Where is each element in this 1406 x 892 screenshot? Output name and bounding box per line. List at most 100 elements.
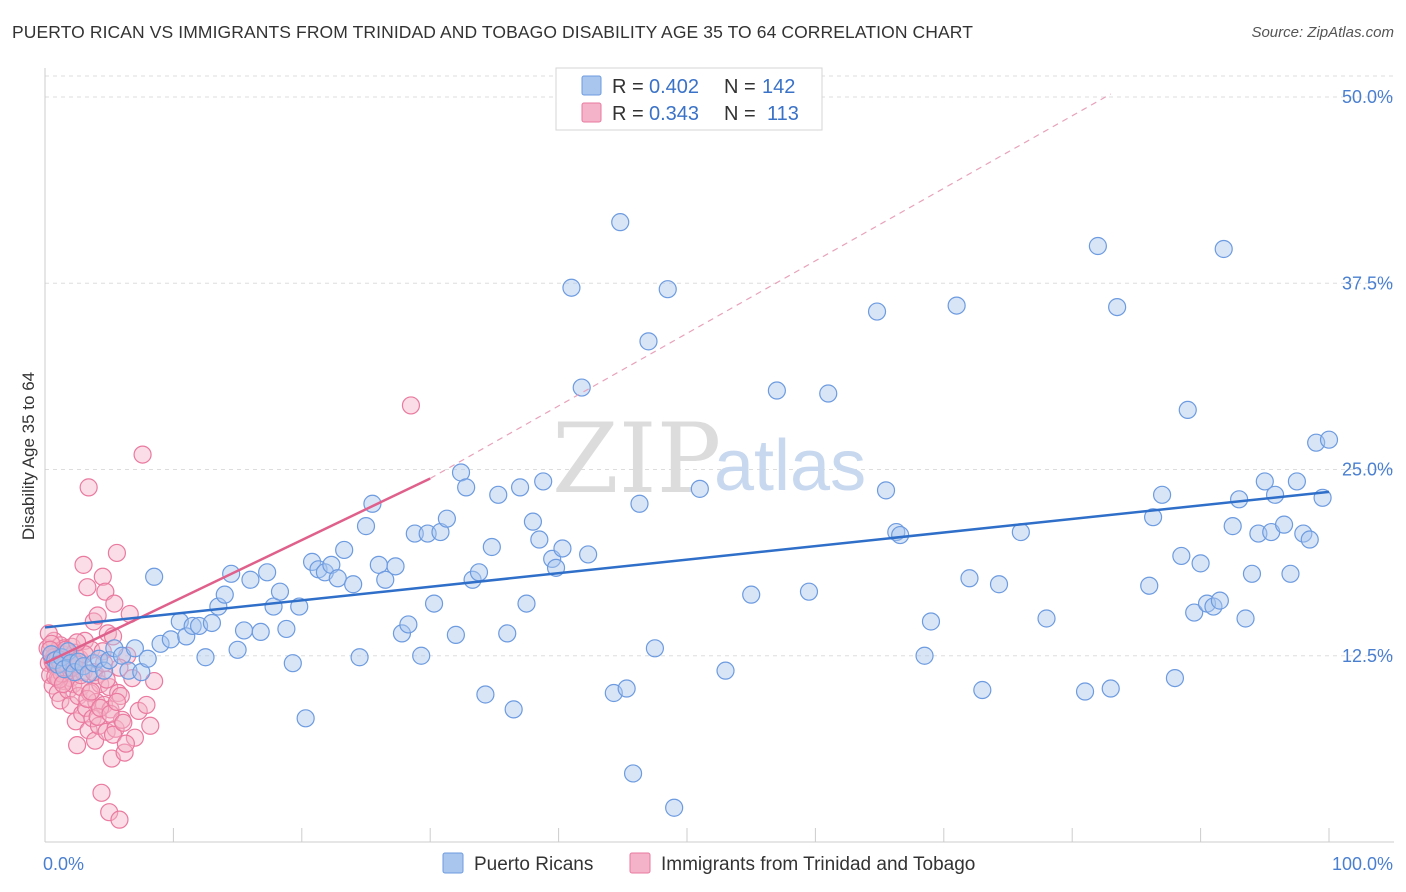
blue-point-34 [234, 621, 254, 640]
pink-point-110 [53, 674, 73, 694]
blue-trend-line [44, 490, 1330, 629]
y-tick-labels: 12.5% 25.0% 37.5% 50.0% [1342, 87, 1393, 666]
blue-point-96 [716, 661, 735, 680]
pink-point-76 [137, 695, 156, 715]
trend-lines [44, 93, 1330, 665]
blue-point-144 [1319, 430, 1339, 449]
blue-point-60 [412, 646, 431, 665]
blue-point-75 [510, 478, 530, 497]
blue-point-79 [534, 472, 553, 491]
blue-point-127 [1210, 591, 1229, 610]
blue-point-84 [572, 378, 591, 397]
blue-point-98 [767, 381, 786, 400]
blue-point-56 [386, 557, 405, 576]
blue-point-101 [867, 302, 887, 321]
pink-point-75 [133, 445, 152, 464]
blue-point-121 [1172, 546, 1191, 566]
blue-point-108 [960, 569, 979, 588]
pink-point-78 [145, 671, 164, 691]
blue-point-71 [482, 537, 501, 557]
pink-point-47 [88, 606, 107, 625]
pink-point-66 [110, 810, 129, 829]
blue-point-65 [446, 625, 465, 644]
blue-point-94 [665, 798, 684, 817]
series-legend-label-pink: Immigrants from Trinidad and Tobago [661, 854, 975, 875]
blue-point-70 [476, 685, 495, 704]
blue-point-131 [1236, 609, 1255, 628]
blue-point-117 [1140, 576, 1159, 595]
blue-point-78 [530, 530, 549, 549]
pink-point-33 [74, 555, 93, 574]
blue-point-109 [973, 680, 992, 700]
blue-point-18 [125, 639, 144, 658]
blue-point-33 [228, 640, 247, 659]
blue-point-122 [1178, 400, 1197, 419]
blue-point-120 [1165, 668, 1185, 688]
blue-point-132 [1242, 564, 1262, 583]
series-trinidad-points [38, 396, 421, 829]
blue-point-43 [296, 709, 315, 728]
series-legend: Puerto Ricans Immigrants from Trinidad a… [442, 852, 975, 875]
blue-point-99 [799, 582, 819, 601]
blue-point-37 [258, 563, 277, 582]
legend-n-value-pink: 113 [767, 103, 799, 125]
blue-point-129 [1223, 517, 1242, 536]
blue-point-107 [947, 296, 966, 315]
legend-r-value-pink: 0.343 [649, 103, 699, 125]
pink-point-100 [103, 725, 123, 744]
blue-point-83 [562, 278, 581, 297]
blue-point-62 [424, 594, 444, 613]
blue-point-73 [498, 624, 517, 643]
blue-point-49 [335, 540, 354, 560]
blue-point-82 [553, 539, 572, 558]
blue-point-76 [517, 594, 536, 613]
blue-point-48 [328, 569, 347, 588]
blue-point-116 [1108, 297, 1127, 317]
blue-point-91 [639, 332, 658, 351]
blue-point-100 [819, 384, 838, 403]
blue-point-106 [921, 612, 941, 631]
blue-point-64 [437, 509, 456, 528]
stats-legend: R = 0.402 N = 142 R = 0.343 N = 113 [555, 67, 823, 131]
blue-point-88 [617, 679, 636, 698]
source-credit: Source: ZipAtlas.com [1251, 24, 1394, 41]
pink-point-96 [91, 698, 110, 718]
blue-point-52 [356, 517, 376, 536]
series-legend-swatch-blue [442, 852, 464, 874]
blue-point-136 [1265, 485, 1285, 504]
blue-point-23 [161, 630, 180, 649]
pink-point-58 [100, 803, 119, 822]
pink-point-38 [79, 721, 98, 740]
legend-r-value-blue: 0.402 [649, 76, 699, 98]
blue-point-10 [79, 664, 98, 683]
legend-r-label-pink: R = [612, 103, 644, 125]
y-tick-label-3: 50.0% [1342, 87, 1393, 107]
legend-n-value-blue: 142 [762, 76, 795, 98]
pink-trend-extension [429, 93, 1112, 479]
blue-point-25 [177, 627, 196, 646]
blue-point-69 [469, 563, 489, 582]
pink-point-64 [107, 543, 127, 563]
blue-point-39 [270, 582, 290, 601]
legend-swatch-blue [581, 75, 602, 96]
legend-n-label-pink: N = [724, 103, 756, 125]
blue-point-7 [65, 663, 84, 682]
legend-swatch-pink [581, 102, 602, 123]
blue-point-113 [1075, 682, 1095, 701]
watermark-atlas: atlas [714, 426, 866, 506]
blue-point-41 [283, 654, 302, 673]
pink-trend-line [44, 477, 431, 665]
pink-point-101 [107, 692, 127, 712]
blue-point-139 [1287, 472, 1307, 491]
pink-point-93 [82, 682, 101, 701]
gridlines [45, 75, 1394, 657]
blue-point-72 [489, 485, 508, 504]
blue-point-40 [277, 619, 296, 639]
blue-point-102 [876, 481, 896, 500]
blue-point-51 [350, 648, 369, 667]
blue-point-87 [611, 213, 630, 232]
blue-point-22 [151, 634, 170, 653]
pink-point-68 [112, 710, 132, 729]
blue-point-42 [290, 597, 309, 616]
blue-point-68 [463, 570, 482, 589]
